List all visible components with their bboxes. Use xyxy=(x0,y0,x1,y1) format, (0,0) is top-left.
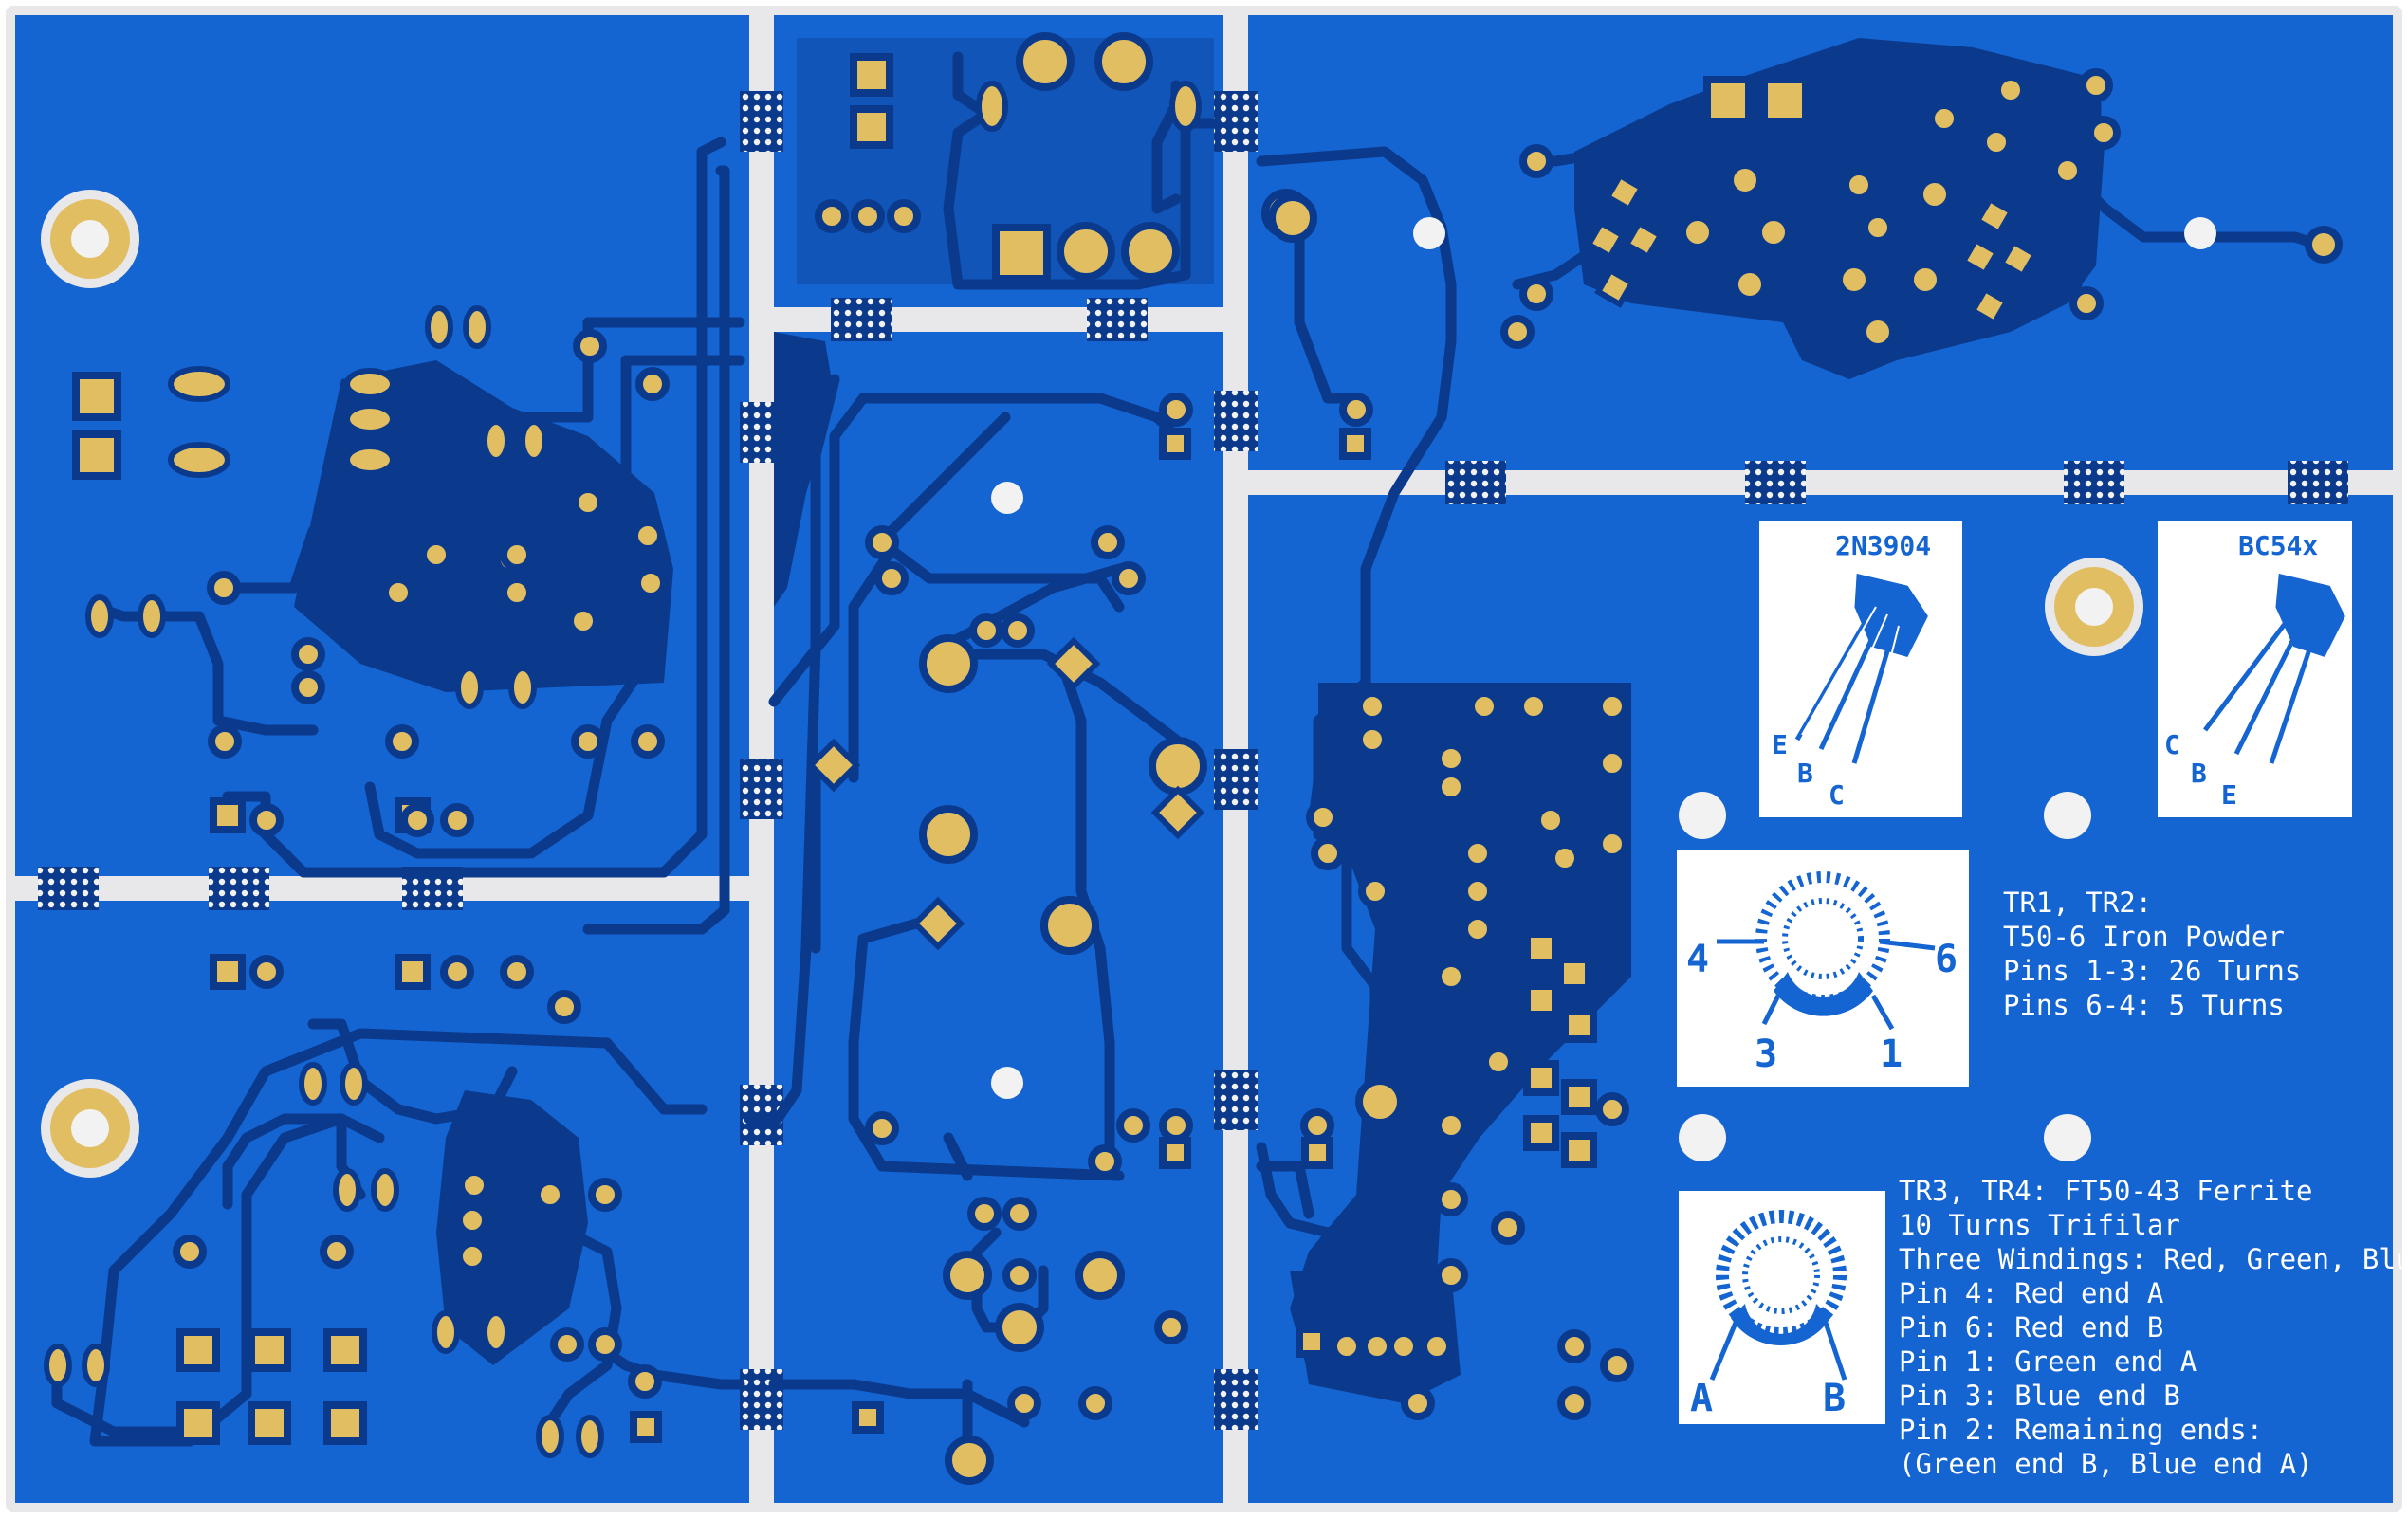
note-line: 10 Turns Trifilar xyxy=(1899,1209,2180,1241)
transistor-2n3904-pin-c: C xyxy=(1829,779,1845,811)
transistor-2n3904-icon xyxy=(1794,573,1928,764)
transistor-bc54x-title: BC54x xyxy=(2238,530,2318,561)
transistor-2n3904-silk: 2N3904 E B C xyxy=(1759,521,1962,817)
note-line: Pin 1: Green end A xyxy=(1899,1345,2197,1378)
toroid-tr1-pin-1: 1 xyxy=(1880,1033,1903,1076)
transistor-bc54x-silk: BC54x C B E xyxy=(2158,521,2352,817)
toroid-tr3-tr4-icon xyxy=(1709,1210,1847,1381)
notes-tr1-tr2: TR1, TR2: T50-6 Iron Powder Pins 1-3: 26… xyxy=(2003,887,2301,1021)
note-line: Pins 6-4: 5 Turns xyxy=(2003,989,2285,1021)
toroid-tr1-tr2-icon xyxy=(1717,871,1936,1031)
toroid-tr3-end-a: A xyxy=(1690,1377,1713,1420)
transistor-bc54x-pin-c: C xyxy=(2164,729,2180,760)
mouse-bite-bridges xyxy=(38,91,2348,1430)
round-pads xyxy=(173,32,2343,1485)
note-line: Pin 6: Red end B xyxy=(1899,1311,2163,1344)
note-line: Pin 3: Blue end B xyxy=(1899,1380,2180,1412)
note-line: Pins 1-3: 26 Turns xyxy=(2003,955,2301,987)
transistor-2n3904-pin-e: E xyxy=(1772,729,1788,760)
transistor-2n3904-pin-b: B xyxy=(1797,758,1813,789)
mounting-hole-bl xyxy=(41,1079,139,1178)
transistor-bc54x-pin-b: B xyxy=(2191,758,2207,789)
note-line: TR1, TR2: xyxy=(2003,887,2152,919)
transistor-bc54x-pin-e: E xyxy=(2221,779,2237,811)
note-line: T50-6 Iron Powder xyxy=(2003,921,2285,953)
transistor-2n3904-title: 2N3904 xyxy=(1835,530,1931,561)
note-line: TR3, TR4: FT50-43 Ferrite xyxy=(1899,1175,2313,1207)
toroid-tr3-tr4-silk: A B xyxy=(1679,1191,1885,1424)
oval-pads xyxy=(44,81,1202,1458)
toroid-tr1-tr2-silk: 4 6 3 1 xyxy=(1677,850,1969,1087)
mounting-hole-tl xyxy=(41,190,139,288)
note-line: Three Windings: Red, Green, Blue xyxy=(1899,1243,2408,1275)
diamond-pads xyxy=(806,172,2039,951)
unplated-holes xyxy=(991,217,2216,1161)
pads xyxy=(41,32,2343,1485)
note-line: Pin 4: Red end A xyxy=(1899,1277,2163,1309)
toroid-tr1-pin-6: 6 xyxy=(1935,938,1958,981)
transistor-bc54x-icon xyxy=(2203,573,2345,764)
note-line: (Green end B, Blue end A) xyxy=(1899,1448,2313,1480)
toroid-tr1-pin-4: 4 xyxy=(1686,938,1709,981)
mounting-hole-right xyxy=(2045,558,2143,656)
toroid-tr1-pin-3: 3 xyxy=(1755,1033,1777,1076)
notes-tr3-tr4: TR3, TR4: FT50-43 Ferrite 10 Turns Trifi… xyxy=(1899,1175,2408,1480)
toroid-tr3-end-b: B xyxy=(1823,1377,1846,1420)
note-line: Pin 2: Remaining ends: xyxy=(1899,1414,2263,1446)
